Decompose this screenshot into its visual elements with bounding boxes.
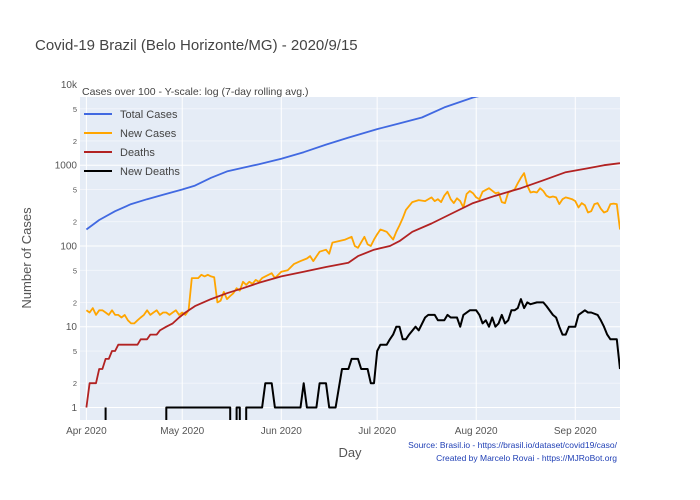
x-axis-ticks: Apr 2020 May 2020 Jun 2020 Jul 2020 Aug 2020…	[66, 426, 597, 437]
series-lines	[85, 97, 620, 420]
series-line-new-deaths	[104, 298, 620, 420]
y-tick-label: 100	[60, 241, 77, 252]
y-tick-label: 10k	[61, 80, 78, 91]
x-tick-label: Apr 2020	[66, 426, 107, 437]
credit-annotation: Created by Marcelo Rovai - https://MJRoB…	[436, 453, 617, 463]
plot-area	[80, 97, 620, 420]
x-axis-title: Day	[338, 445, 362, 460]
legend-label: Deaths	[120, 147, 155, 159]
chart-subtitle: Cases over 100 - Y-scale: log (7-day rol…	[82, 86, 308, 98]
y-minor-tick-label: 2	[73, 137, 77, 146]
x-tick-label: Jun 2020	[261, 426, 303, 437]
legend: Total Cases New Cases Deaths New Deaths	[84, 109, 180, 178]
y-minor-tick-label: 5	[73, 266, 77, 275]
grid-lines	[80, 83, 620, 420]
y-minor-tick-label: 2	[73, 379, 77, 388]
legend-label: New Deaths	[120, 166, 180, 178]
y-tick-label: 1	[71, 403, 77, 414]
x-tick-label: Jul 2020	[358, 426, 396, 437]
legend-label: Total Cases	[120, 109, 178, 121]
y-minor-tick-label: 2	[73, 298, 77, 307]
legend-label: New Cases	[120, 128, 177, 140]
y-minor-tick-label: 2	[73, 218, 77, 227]
series-line-new-cases	[85, 172, 620, 325]
series-line-deaths	[85, 162, 620, 408]
y-axis-ticks: 1 10 100 1000 10k 2 5 2 5 2 5 2 5	[55, 80, 78, 414]
y-tick-label: 10	[66, 322, 78, 333]
y-minor-tick-label: 5	[73, 105, 77, 114]
x-tick-label: May 2020	[160, 426, 204, 437]
y-axis-title: Number of Cases	[19, 207, 34, 309]
y-tick-label: 1000	[55, 161, 78, 172]
source-annotation: Source: Brasil.io - https://brasil.io/da…	[408, 440, 617, 450]
x-tick-label: Aug 2020	[455, 426, 498, 437]
y-minor-tick-label: 5	[73, 186, 77, 195]
chart-title: Covid-19 Brazil (Belo Horizonte/MG) - 20…	[35, 37, 358, 54]
series-line-total-cases	[85, 97, 480, 231]
y-minor-tick-label: 5	[73, 347, 77, 356]
x-tick-label: Sep 2020	[554, 426, 597, 437]
